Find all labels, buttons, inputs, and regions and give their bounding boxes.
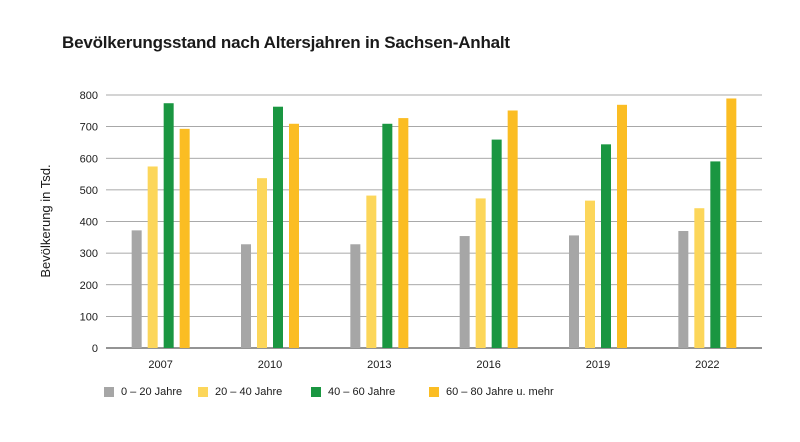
- bar: [710, 161, 721, 348]
- legend-label: 20 – 40 Jahre: [215, 386, 283, 398]
- bar: [694, 208, 705, 348]
- y-tick-labels: 0 100 200 300 400 500 600 700 800: [80, 90, 98, 355]
- legend-item: 40 – 60 Jahre: [311, 386, 429, 398]
- bar: [179, 128, 190, 348]
- legend: 0 – 20 Jahre 20 – 40 Jahre 40 – 60 Jahre 60…: [104, 386, 579, 398]
- chart-title: Bevölkerungsstand nach Altersjahren in S…: [62, 33, 510, 52]
- x-tick-label: 2016: [476, 359, 500, 371]
- legend-item: 0 – 20 Jahre: [104, 386, 198, 398]
- bar: [289, 123, 299, 348]
- bar: [131, 230, 142, 348]
- legend-item: 60 – 80 Jahre u. mehr: [429, 386, 579, 398]
- bar: [257, 178, 267, 348]
- y-tick-label: 600: [80, 153, 98, 165]
- y-tick-label: 0: [92, 343, 98, 355]
- bar: [491, 139, 502, 348]
- x-tick-label: 2007: [148, 359, 172, 371]
- bar: [617, 104, 627, 349]
- grid-lines: [106, 94, 762, 349]
- y-tick-label: 300: [80, 248, 98, 260]
- legend-item: 20 – 40 Jahre: [198, 386, 311, 398]
- x-tick-labels: 2007 2010 2013 2016 2019 2022: [148, 359, 719, 371]
- x-tick-label: 2010: [258, 359, 282, 371]
- bar: [382, 123, 393, 348]
- bar: [350, 244, 361, 348]
- legend-swatch: [311, 387, 321, 397]
- legend-swatch: [104, 387, 114, 397]
- legend-label: 40 – 60 Jahre: [328, 386, 396, 398]
- y-tick-label: 700: [80, 122, 98, 134]
- bar: [569, 235, 579, 348]
- legend-label: 60 – 80 Jahre u. mehr: [446, 386, 554, 398]
- bars: [131, 98, 737, 349]
- legend-swatch: [429, 387, 439, 397]
- bar: [585, 200, 595, 348]
- legend-swatch: [198, 387, 208, 397]
- bar: [366, 195, 377, 348]
- y-tick-label: 100: [80, 311, 98, 323]
- bar: [398, 118, 409, 349]
- bar: [475, 198, 486, 348]
- bar: [601, 144, 611, 348]
- x-tick-label: 2019: [586, 359, 610, 371]
- x-tick-label: 2022: [695, 359, 719, 371]
- bar: [726, 98, 737, 348]
- bar: [678, 230, 689, 348]
- bar: [163, 103, 174, 348]
- bar: [241, 244, 251, 348]
- bar: [459, 236, 470, 348]
- y-tick-label: 400: [80, 217, 98, 229]
- bar: [507, 110, 518, 348]
- y-axis-label: Bevölkerung in Tsd.: [38, 164, 53, 277]
- x-tick-label: 2013: [367, 359, 391, 371]
- y-tick-label: 500: [80, 185, 98, 197]
- y-tick-label: 800: [80, 90, 98, 102]
- legend-label: 0 – 20 Jahre: [121, 386, 183, 398]
- bar: [273, 106, 283, 348]
- y-tick-label: 200: [80, 280, 98, 292]
- bar: [147, 166, 158, 348]
